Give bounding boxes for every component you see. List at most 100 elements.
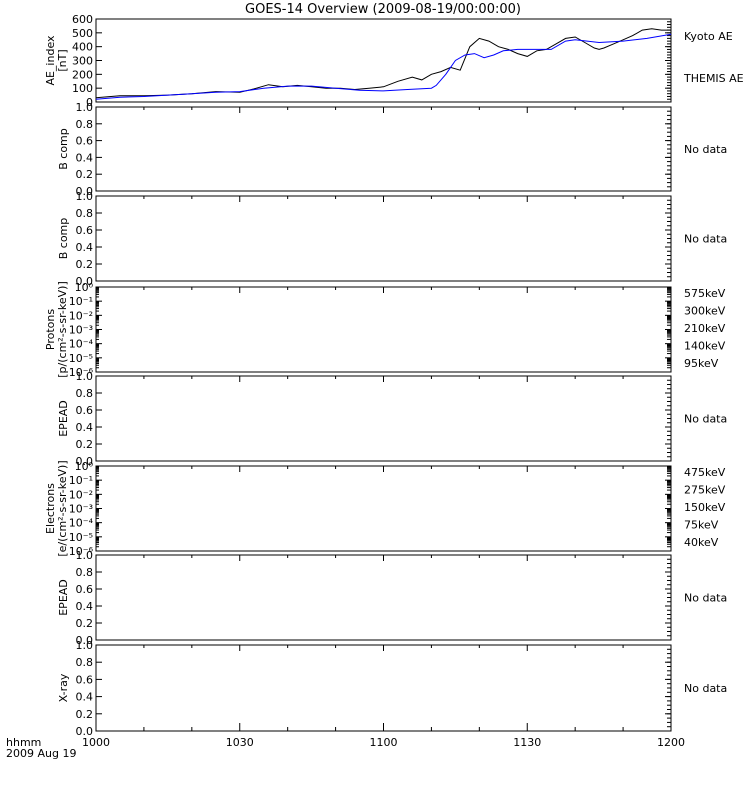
y-axis-label: Electrons [e/(cm²-s-sr-keV)]: [44, 460, 69, 556]
y-tick-label: 10⁻¹: [69, 474, 93, 487]
y-tick-label: 0.2: [76, 438, 94, 451]
y-tick-label: 0.2: [76, 168, 94, 181]
no-data-label: No data: [684, 233, 727, 246]
legend-channel: 210keV: [684, 322, 726, 335]
y-ticks: 0.0 0.2 0.4 0.6 0.8 1.0: [76, 190, 671, 288]
legend-channel: 575keV: [684, 287, 726, 300]
y-axis-label: EPEAD: [57, 579, 70, 616]
energy-legend: 475keV 275keV 150keV 75keV 40keV: [684, 466, 726, 549]
y-ticks: 0.0 0.2 0.4 0.6 0.8 1.0: [76, 370, 671, 468]
y-tick-label: 0.6: [76, 224, 94, 237]
y-tick-label: 0.0: [76, 725, 94, 738]
y-tick-label: 10⁻³: [69, 324, 93, 337]
y-axis-label-line: EPEAD: [57, 579, 70, 616]
panel-7: 0.0 0.2 0.4 0.6 0.8 1.0 EPEAD No data: [57, 549, 727, 647]
y-tick-label: 10⁻⁶: [69, 545, 94, 558]
energy-legend: 575keV 300keV 210keV 140keV 95keV: [684, 287, 726, 370]
y-tick-label: 0: [86, 96, 93, 109]
y-ticks: 10⁻⁶10⁻⁵10⁻⁴10⁻³ 10⁻²10⁻¹10⁰: [69, 281, 671, 379]
y-tick-label: 0.2: [76, 258, 94, 271]
y-tick-label: 0.0: [76, 275, 94, 288]
y-tick-label: 0.4: [76, 691, 94, 704]
y-tick-label: 0.4: [76, 600, 94, 613]
y-tick-label: 0.4: [76, 151, 94, 164]
y-axis-label-line: Electrons: [44, 483, 57, 534]
figure-title: GOES-14 Overview (2009-08-19/00:00:00): [245, 2, 521, 17]
y-axis-label-line: EPEAD: [57, 400, 70, 437]
series-line-themis-ae: [95, 33, 672, 100]
panel-3: 0.0 0.2 0.4 0.6 0.8 1.0 B comp No data: [57, 190, 727, 288]
panel-frame: [95, 375, 672, 462]
y-axis-label-line: [e/(cm²-s-sr-keV)]: [56, 460, 69, 556]
y-ticks: 0.0 0.2 0.4 0.6 0.8 1.0: [76, 101, 671, 198]
y-tick-label: 10⁻⁴: [69, 517, 94, 530]
panel-8: 0.0 0.2 0.4 0.6 0.8 1.0 X-ray No data: [57, 639, 727, 738]
x-axis: 1000 1030 1100 1130 1200: [82, 107, 685, 749]
y-tick-label: 1.0: [76, 549, 94, 562]
no-data-label: No data: [684, 413, 727, 426]
y-tick-label: 10⁻⁵: [69, 531, 93, 544]
y-tick-label: 10⁻¹: [69, 295, 93, 308]
y-tick-label: 0.8: [76, 656, 94, 669]
y-tick-label: 0.4: [76, 421, 94, 434]
legend-channel: 150keV: [684, 501, 726, 514]
panel-frame: [95, 465, 672, 552]
footer-date: 2009 Aug 19: [6, 747, 76, 760]
legend-themis-ae: THEMIS AE: [683, 72, 744, 85]
panel-5: 0.0 0.2 0.4 0.6 0.8 1.0 EPEAD No data: [57, 370, 727, 468]
panel-frame: [95, 195, 672, 282]
y-axis-label: Protons [p/(cm²-s-sr-keV)]: [44, 281, 69, 378]
y-tick-label: 0.0: [76, 455, 94, 468]
y-tick-label: 0.8: [76, 118, 94, 131]
y-ticks: 0.0 0.2 0.4 0.6 0.8 1.0: [76, 549, 671, 647]
legend-kyoto-ae: Kyoto AE: [684, 30, 733, 43]
y-tick-label: 100: [72, 82, 93, 95]
legend-channel: 140keV: [684, 340, 726, 353]
y-axis-label: B comp: [57, 218, 70, 260]
y-tick-label: 10⁻⁵: [69, 352, 93, 365]
panel-4: 10⁻⁶10⁻⁵10⁻⁴10⁻³ 10⁻²10⁻¹10⁰ Protons [p/(cm…: [44, 281, 726, 379]
y-tick-label: 300: [72, 55, 93, 68]
legend-channel: 300keV: [684, 305, 726, 318]
y-tick-label: 10⁻²: [69, 488, 93, 501]
no-data-label: No data: [684, 682, 727, 695]
legend-channel: 75keV: [684, 519, 719, 532]
legend-channel: 475keV: [684, 466, 726, 479]
y-tick-label: 0.0: [76, 185, 94, 198]
y-axis-label-line: AE_index: [44, 35, 57, 86]
x-tick-label: 1200: [657, 736, 685, 749]
no-data-label: No data: [684, 592, 727, 605]
y-tick-label: 0.2: [76, 617, 94, 630]
legend-channel: 40keV: [684, 536, 719, 549]
panel-frame: [95, 644, 672, 732]
y-tick-label: 0.6: [76, 583, 94, 596]
y-axis-label: B comp: [57, 128, 70, 170]
panel-frame: [95, 286, 672, 373]
y-tick-label: 10⁰: [75, 281, 94, 294]
y-tick-label: 0.4: [76, 241, 94, 254]
y-tick-label: 0.6: [76, 404, 94, 417]
y-tick-label: 10⁻⁶: [69, 366, 94, 379]
y-tick-label: 0.6: [76, 135, 94, 148]
y-axis-label-line: Protons: [44, 309, 57, 350]
y-tick-label: 0.2: [76, 708, 94, 721]
y-tick-label: 10⁻³: [69, 503, 93, 516]
y-axis-label: EPEAD: [57, 400, 70, 437]
y-tick-label: 0.8: [76, 566, 94, 579]
y-tick-label: 10⁻²: [69, 309, 93, 322]
y-ticks: 0.0 0.2 0.4 0.6 0.8 1.0: [76, 639, 671, 738]
x-tick-label: 1000: [82, 736, 110, 749]
y-tick-label: 1.0: [76, 101, 94, 114]
y-tick-label: 200: [72, 68, 93, 81]
y-axis-label-line: [nT]: [56, 49, 69, 71]
y-tick-label: 0.8: [76, 387, 94, 400]
y-axis-label-line: [p/(cm²-s-sr-keV)]: [56, 281, 69, 378]
series-group: Kyoto AE THEMIS AE: [95, 28, 744, 100]
y-axis-label-line: B comp: [57, 128, 70, 170]
x-tick-label: 1100: [370, 736, 398, 749]
y-tick-label: 1.0: [76, 370, 94, 383]
